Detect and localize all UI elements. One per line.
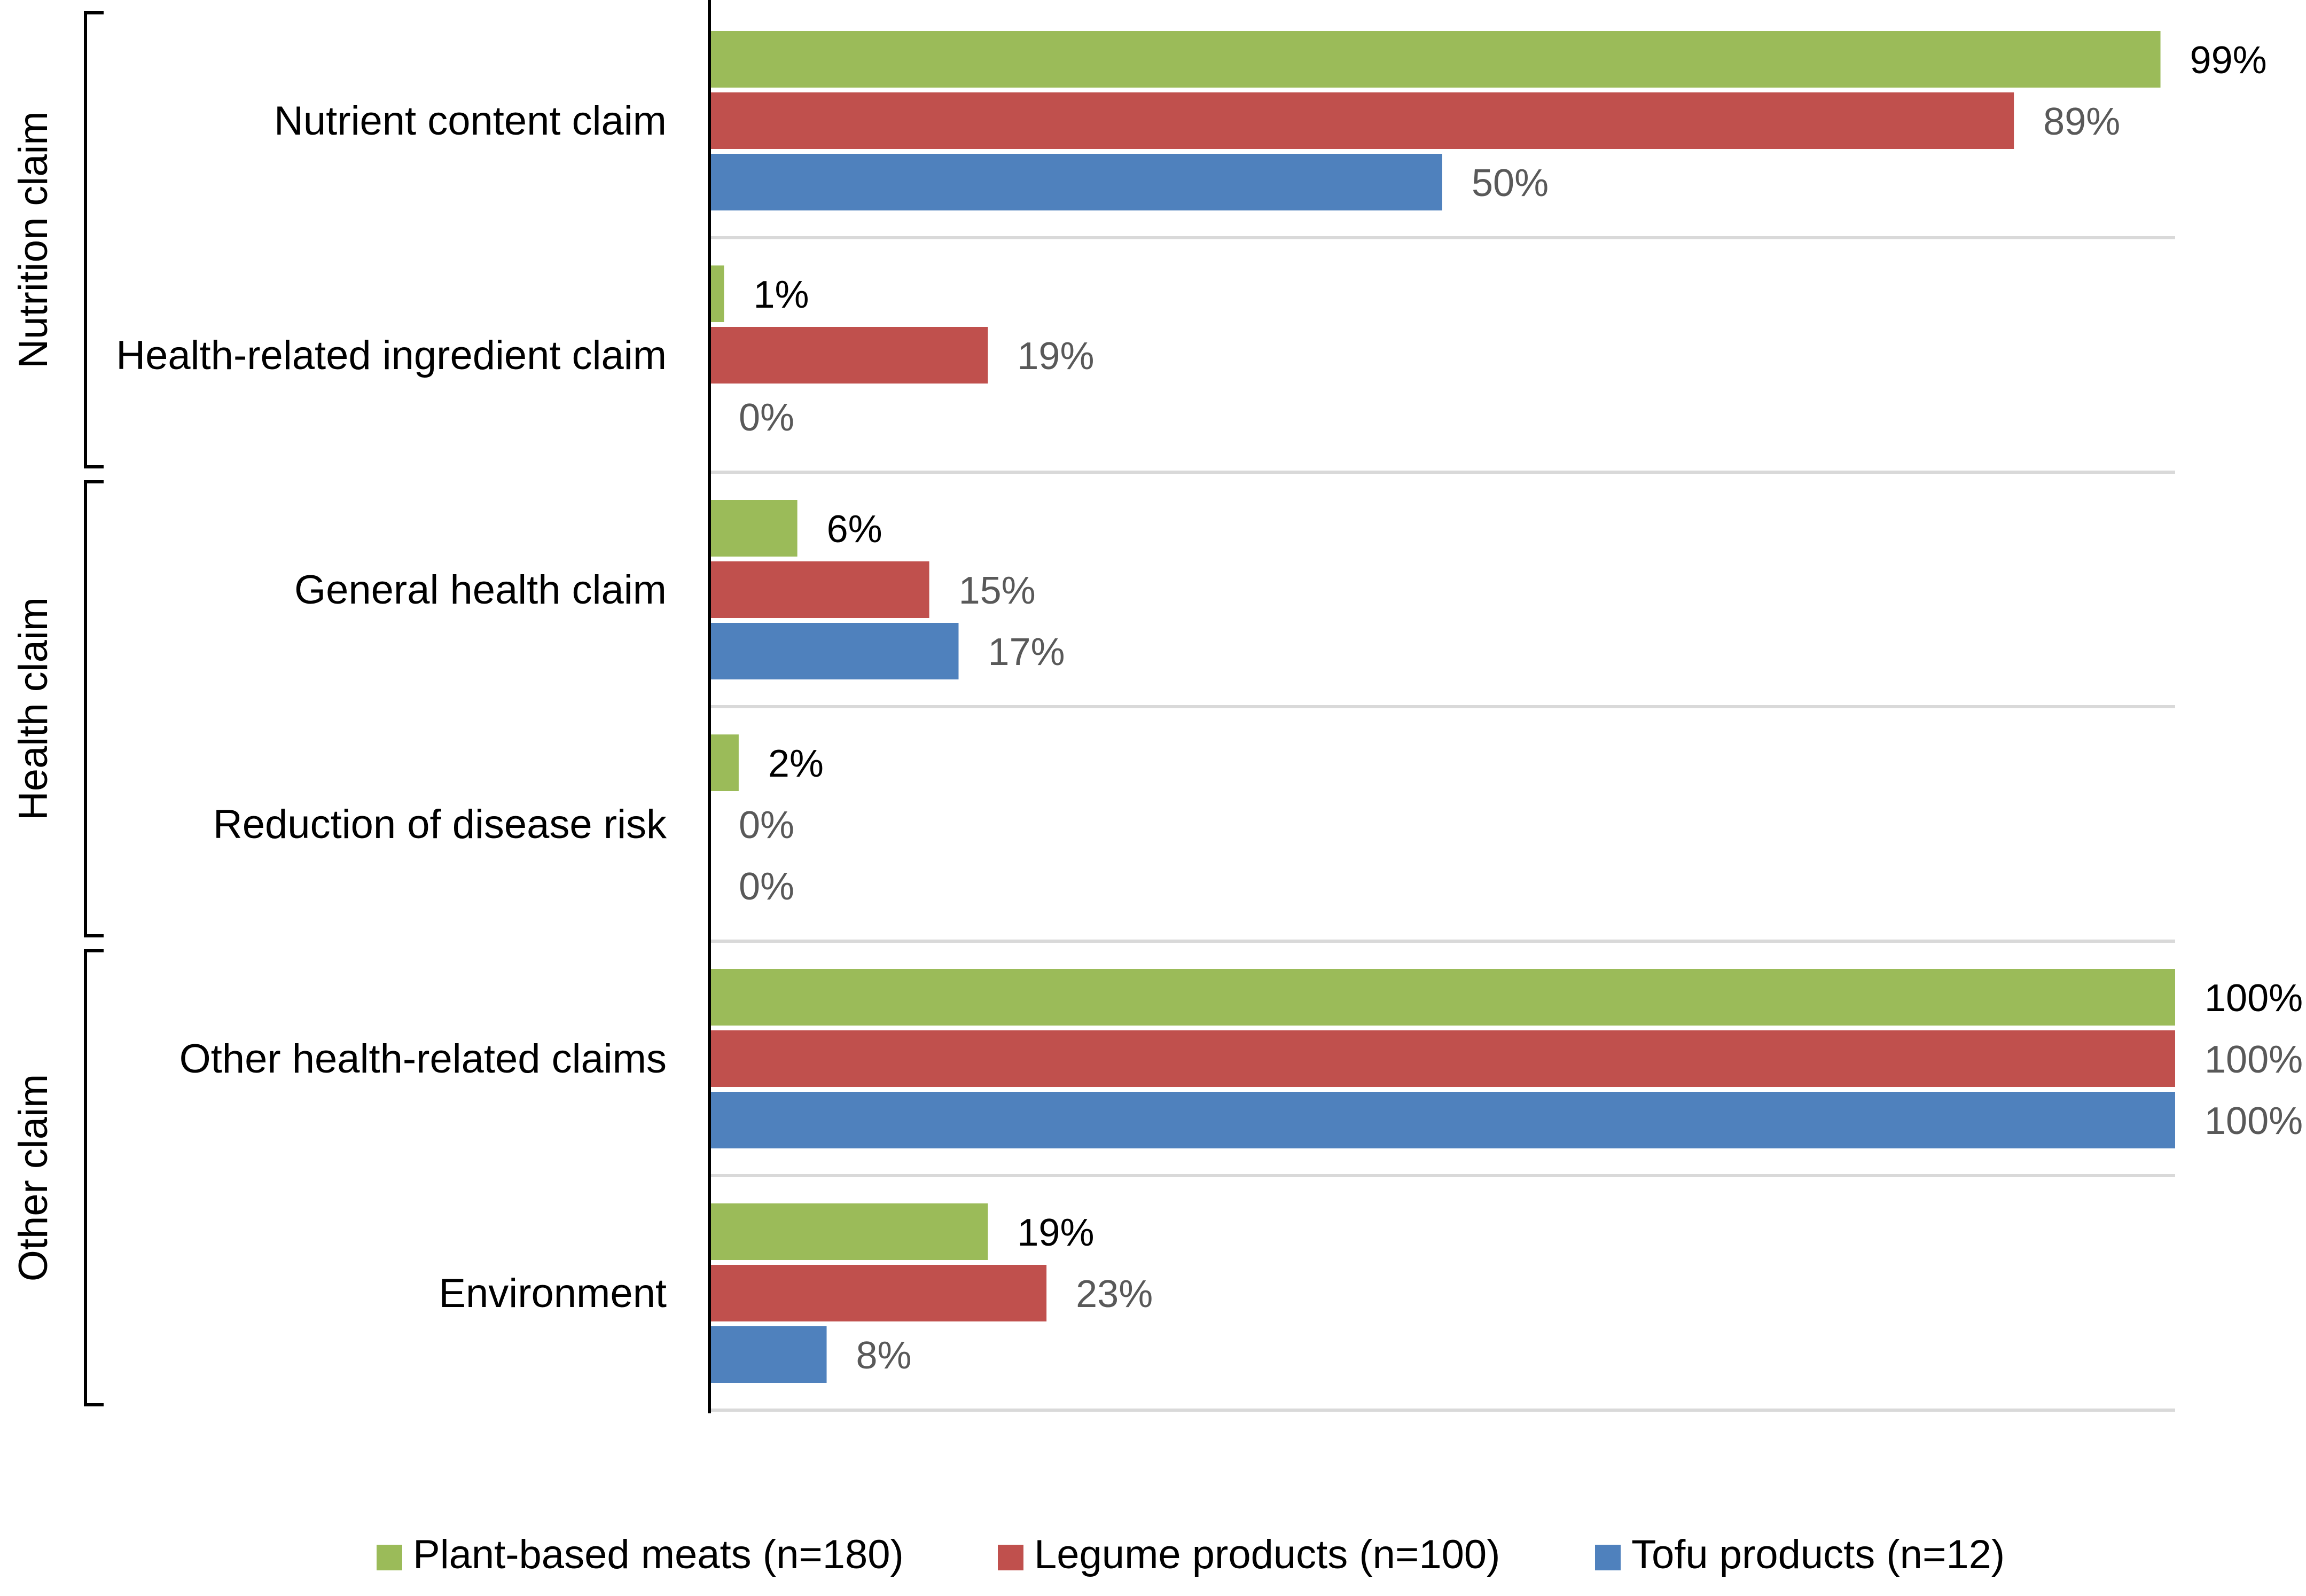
bar-plant-based-meats-reduction-of-disease-risk	[709, 734, 739, 791]
category-label-other-health-related-claims: Other health-related claims	[179, 1036, 667, 1082]
bar-legume-products-nutrient-content-claim	[709, 92, 2014, 149]
value-label-legume-products-reduction-of-disease-risk: 0%	[739, 804, 794, 847]
category-label-reduction-of-disease-risk: Reduction of disease risk	[213, 802, 667, 847]
legend-swatch-legume-products	[998, 1545, 1023, 1570]
bar-plant-based-meats-nutrient-content-claim	[709, 31, 2161, 88]
group-label-health-claim: Health claim	[11, 597, 56, 820]
value-labels: 99% 89% 50% 1% 19% 0% 6% 15% 17% 2% 0% 0% 100% 100% 10…	[739, 39, 2303, 1377]
category-label-general-health-claim: General health claim	[294, 567, 667, 613]
group-bracket-nutrition-claim	[84, 11, 104, 468]
value-label-plant-based-meats-health-related-ingredient-claim: 1%	[753, 273, 809, 316]
value-label-tofu-products-general-health-claim: 17%	[988, 631, 1065, 674]
group-bracket-other-claim	[84, 949, 104, 1406]
value-label-legume-products-health-related-ingredient-claim: 19%	[1017, 335, 1094, 378]
legend-label-plant-based-meats: Plant-based meats (n=180)	[413, 1532, 904, 1577]
value-label-plant-based-meats-nutrient-content-claim: 99%	[2190, 39, 2267, 82]
value-label-tofu-products-other-health-related-claims: 100%	[2205, 1100, 2303, 1143]
value-label-plant-based-meats-environment: 19%	[1017, 1211, 1094, 1254]
group-label-other-claim: Other claim	[11, 1074, 56, 1282]
category-labels: Nutrient content claim Health-related ing…	[116, 98, 667, 1316]
bar-tofu-products-other-health-related-claims	[709, 1092, 2175, 1148]
legend-swatch-plant-based-meats	[377, 1545, 402, 1570]
value-label-tofu-products-reduction-of-disease-risk: 0%	[739, 865, 794, 908]
value-label-legume-products-general-health-claim: 15%	[959, 569, 1036, 612]
value-label-plant-based-meats-other-health-related-claims: 100%	[2205, 977, 2303, 1020]
group-brackets: Nutrition claim Health claim Other claim	[11, 11, 104, 1406]
category-label-health-related-ingredient-claim: Health-related ingredient claim	[116, 333, 667, 378]
category-separators	[709, 236, 2175, 1412]
bar-plant-based-meats-general-health-claim	[709, 500, 798, 557]
bar-plant-based-meats-health-related-ingredient-claim	[709, 265, 724, 322]
value-label-legume-products-environment: 23%	[1076, 1273, 1153, 1316]
value-label-tofu-products-nutrient-content-claim: 50%	[1472, 162, 1549, 205]
legend-label-tofu-products: Tofu products (n=12)	[1631, 1532, 2005, 1577]
category-label-nutrient-content-claim: Nutrient content claim	[274, 98, 667, 144]
legend-label-legume-products: Legume products (n=100)	[1034, 1532, 1500, 1577]
value-label-plant-based-meats-general-health-claim: 6%	[827, 508, 882, 551]
group-bracket-health-claim	[84, 480, 104, 937]
bar-legume-products-other-health-related-claims	[709, 1030, 2175, 1087]
bar-legume-products-general-health-claim	[709, 561, 929, 618]
bar-plant-based-meats-other-health-related-claims	[709, 969, 2175, 1026]
bar-legume-products-health-related-ingredient-claim	[709, 327, 988, 384]
value-label-plant-based-meats-reduction-of-disease-risk: 2%	[768, 742, 824, 785]
category-label-environment: Environment	[439, 1271, 667, 1316]
bar-tofu-products-nutrient-content-claim	[709, 154, 1442, 210]
bar-tofu-products-general-health-claim	[709, 623, 959, 679]
bar-plant-based-meats-environment	[709, 1203, 988, 1260]
value-label-legume-products-nutrient-content-claim: 89%	[2043, 100, 2120, 143]
bars	[709, 31, 2175, 1383]
value-label-tofu-products-environment: 8%	[856, 1334, 912, 1377]
group-label-nutrition-claim: Nutrition claim	[11, 111, 56, 368]
legend-swatch-tofu-products	[1595, 1545, 1621, 1570]
value-label-legume-products-other-health-related-claims: 100%	[2205, 1038, 2303, 1081]
bar-tofu-products-environment	[709, 1326, 827, 1383]
value-label-tofu-products-health-related-ingredient-claim: 0%	[739, 396, 794, 439]
legend: Plant-based meats (n=180) Legume products…	[377, 1532, 2005, 1577]
bar-legume-products-environment	[709, 1265, 1047, 1321]
